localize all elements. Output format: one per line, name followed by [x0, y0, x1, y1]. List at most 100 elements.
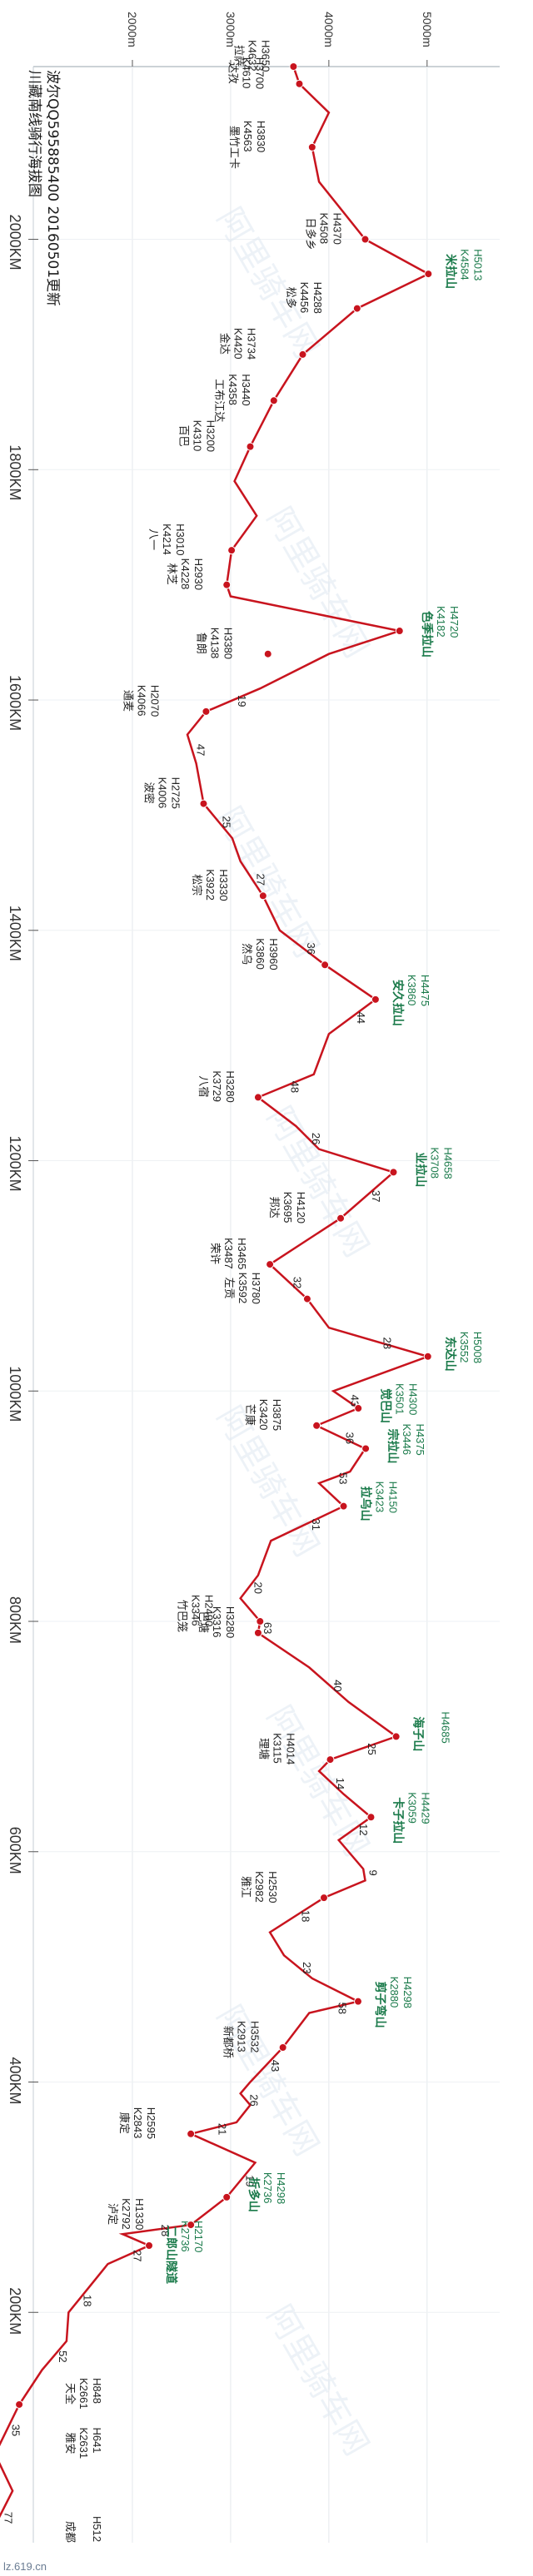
segment-distance-label: 32: [291, 1277, 304, 1288]
pass-name-label: 剪子弯山: [374, 1982, 387, 2028]
segment-distance-label: 20: [252, 1582, 264, 1594]
town-name-label: 松宗: [191, 874, 203, 896]
segment-distance-label: 40: [331, 1680, 344, 1691]
town-altitude-label: H2530: [266, 1871, 279, 1903]
pass-name-label: 海子山: [412, 1716, 426, 1751]
altitude-tick-label: 4000m: [322, 12, 336, 47]
town-km-label: K4310: [192, 420, 204, 452]
segment-distance-label: 35: [10, 2425, 22, 2436]
town-km-label: K3592: [237, 1273, 249, 1304]
pass-name-label: 折多山: [247, 2177, 261, 2212]
segment-distance-label: 19: [236, 695, 248, 707]
pass-km-label: K4584: [458, 249, 471, 280]
pass-altitude-label: H4429: [419, 1792, 431, 1824]
distance-tick-label: 1200KM: [7, 1136, 23, 1192]
pass-km-label: K2736: [262, 2172, 274, 2204]
pass-altitude-label: H4658: [441, 1147, 454, 1179]
chart-title: 川藏南线骑行海拔图 波尔QQ595885400 20160501更新: [26, 70, 61, 306]
pass-name-label: 拉乌山: [360, 1487, 373, 1521]
town-km-label: K2982: [253, 1871, 266, 1903]
town-marker: [253, 1093, 262, 1102]
town-altitude-label: H3700: [253, 57, 266, 89]
pass-altitude-label: H4298: [401, 1977, 414, 2008]
town-marker: [222, 580, 232, 589]
town-marker: [336, 1214, 346, 1223]
town-name-label: 墨竹工卡: [228, 126, 241, 169]
pass-marker: [423, 1352, 432, 1361]
town-altitude-label: H512: [91, 2516, 103, 2542]
pass-altitude-label: H4685: [440, 1711, 452, 1743]
distance-tick-label: 2000KM: [7, 215, 23, 271]
town-km-label: K3316: [211, 1606, 223, 1638]
town-km-label: K4228: [179, 558, 192, 590]
segment-distance-label: 9: [366, 1869, 379, 1875]
town-km-label: K3860: [254, 938, 266, 970]
town-altitude-label: H2930: [192, 558, 205, 590]
distance-tick-label: 200KM: [7, 2287, 23, 2335]
pass-marker: [361, 1444, 371, 1453]
pass-altitude-label: H5008: [471, 1332, 484, 1363]
town-marker: [326, 1755, 335, 1764]
town-marker: [227, 546, 237, 555]
pass-marker: [391, 1732, 401, 1741]
town-altitude-label: H4120: [295, 1192, 307, 1223]
segment-distance-label: 18: [82, 2295, 94, 2306]
town-marker: [253, 1628, 262, 1637]
town-altitude-label: H3380: [222, 628, 235, 659]
town-altitude-label: H2725: [169, 777, 182, 809]
segment-distance-label: 19: [243, 2175, 256, 2186]
town-marker: [295, 79, 304, 88]
town-marker: [258, 891, 267, 901]
town-altitude-label: H4288: [311, 282, 324, 314]
town-km-label: K4420: [232, 328, 244, 360]
pass-name-label: 安久拉山: [391, 980, 405, 1026]
footer-site: lz.619.cn: [3, 2560, 47, 2573]
town-km-label: K4456: [298, 282, 311, 314]
town-name-label: 左贡: [223, 1278, 236, 1299]
town-altitude-label: H2070: [148, 685, 161, 717]
town-name-label: 金达: [218, 333, 231, 355]
marker-layer: [15, 62, 433, 2409]
town-altitude-label: H848: [91, 2378, 103, 2404]
segment-distance-label: 36: [305, 943, 317, 955]
town-altitude-label: H3650: [259, 40, 271, 72]
town-marker: [187, 2129, 196, 2138]
town-altitude-label: H4014: [285, 1733, 297, 1764]
distance-tick-label: 1000KM: [7, 1366, 23, 1422]
segment-distance-label: 48: [288, 1081, 301, 1093]
town-km-label: K3346: [189, 1595, 202, 1626]
town-name-label: 波密: [142, 782, 155, 804]
town-altitude-label: H3875: [271, 1399, 283, 1431]
segment-distance-label: 31: [310, 1518, 322, 1530]
segment-distance-label: 21: [217, 2123, 229, 2135]
town-name-label: 新都桥: [222, 2026, 235, 2058]
segment-distance-label: 23: [301, 1962, 313, 1973]
pass-altitude-label: H4375: [414, 1423, 426, 1455]
segment-distance-label: 14: [334, 1778, 346, 1789]
town-km-label: K3487: [222, 1238, 235, 1269]
town-name-label: 芒康: [244, 1404, 257, 1426]
segment-distance-label: 27: [131, 2250, 143, 2261]
town-name-label: 邦达: [268, 1197, 281, 1219]
pass-altitude-label: H4720: [448, 606, 461, 638]
title-line-1: 川藏南线骑行海拔图: [26, 70, 42, 197]
town-marker: [319, 1894, 328, 1903]
segment-distance-label: 44: [355, 1012, 367, 1024]
town-marker: [202, 707, 211, 716]
pass-name-label: 觉巴山: [379, 1388, 392, 1423]
pass-km-label: K2880: [388, 1977, 401, 2008]
segment-distance-label: 25: [221, 816, 233, 827]
town-name-label: 鲁朗: [196, 633, 208, 654]
town-km-label: K2913: [236, 2021, 248, 2052]
segment-distance-label: 26: [310, 1133, 322, 1144]
pass-km-label: K3423: [374, 1482, 386, 1513]
town-marker: [15, 2400, 24, 2409]
town-marker: [278, 2043, 287, 2052]
altitude-tick-label: 5000m: [421, 12, 434, 47]
town-km-label: K2661: [77, 2378, 90, 2410]
pass-name-label: 东达山: [444, 1337, 457, 1372]
pass-km-label: K3059: [406, 1792, 418, 1824]
label-layer: 77 35 52 18 27 28 19 21 26 43 58 23 18 9 12 14 25 40 63 20 3…: [2, 40, 484, 2543]
